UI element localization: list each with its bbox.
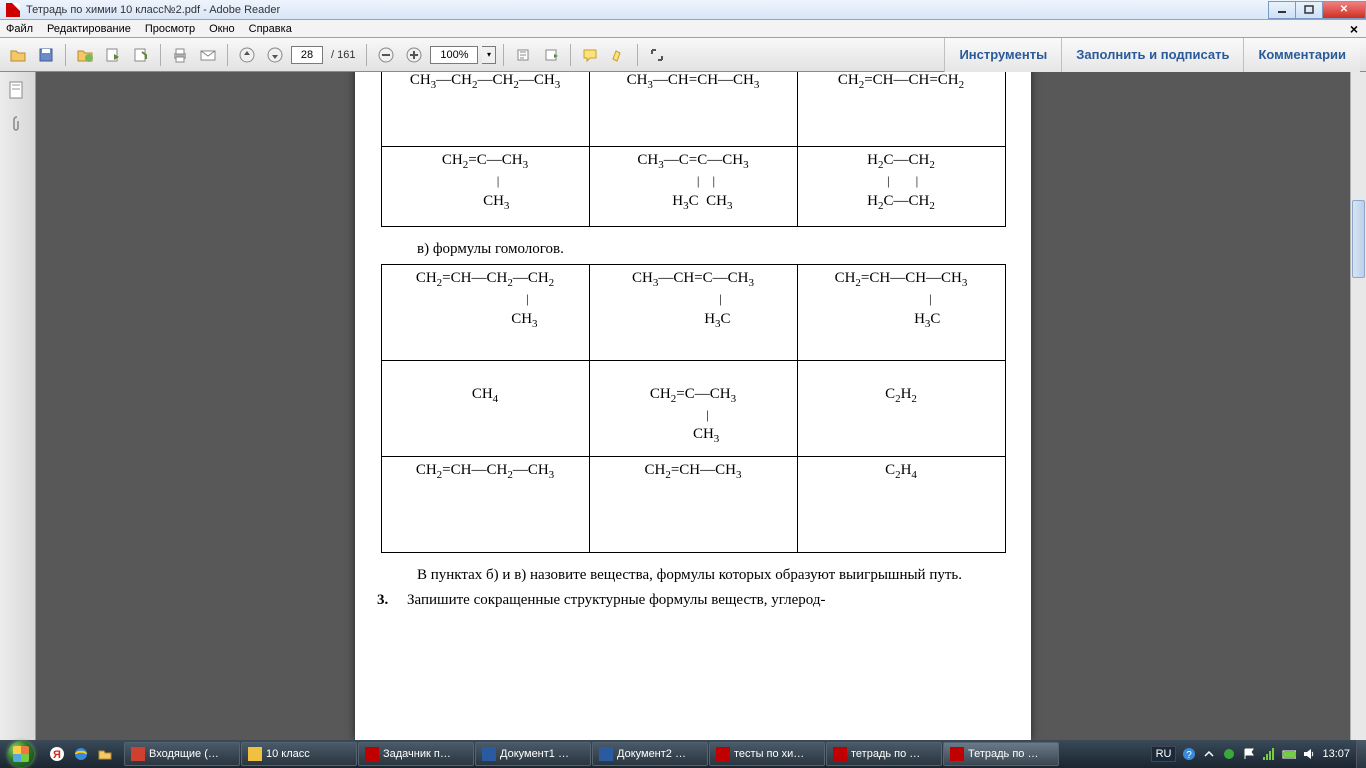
panel-tools-button[interactable]: Инструменты: [944, 38, 1061, 72]
taskbar-app-button[interactable]: Документ1 …: [475, 742, 591, 766]
table-cell: C2H2: [797, 361, 1005, 457]
table-cell: CH2=CH—CH=CH2: [797, 72, 1005, 147]
window-titlebar: Тетрадь по химии 10 класс№2.pdf - Adobe …: [0, 0, 1366, 20]
chem-table-2: CH2=CH—CH2—CH2 | CH3 CH3—CH=C—CH3 | H3C …: [381, 264, 1006, 553]
item-text: Запишите сокращенные структурные формулы…: [407, 592, 825, 609]
table-cell: CH3—CH=CH—CH3: [589, 72, 797, 147]
table-cell: CH2=CH—CH2—CH3: [381, 457, 589, 553]
table-cell: CH2=C—CH3 | CH3: [589, 361, 797, 457]
taskbar-app-button[interactable]: тетрадь по …: [826, 742, 942, 766]
document-close-button[interactable]: ×: [1350, 21, 1358, 37]
menu-help[interactable]: Справка: [249, 23, 292, 35]
table-cell: CH2=C—CH3 | CH3: [381, 147, 589, 227]
table-cell: C2H4: [797, 457, 1005, 553]
list-item-3: 3. Запишите сокращенные структурные форм…: [377, 592, 1017, 609]
email-button[interactable]: [196, 43, 220, 67]
taskbar: Я Входящие (…10 классЗадачник п…Документ…: [0, 740, 1366, 768]
tool-hand-button[interactable]: [511, 43, 535, 67]
page-down-button[interactable]: [263, 43, 287, 67]
save-cloud-button[interactable]: [73, 43, 97, 67]
quicklaunch-explorer[interactable]: [94, 743, 116, 765]
tray-shield-icon[interactable]: [1222, 747, 1236, 761]
chem-table-1: CH3—CH2—CH2—CH3 CH3—CH=CH—CH3 CH2=CH—CH=…: [381, 72, 1006, 227]
zoom-out-button[interactable]: [374, 43, 398, 67]
svg-text:?: ?: [1187, 750, 1193, 761]
language-indicator[interactable]: RU: [1151, 746, 1177, 762]
fullscreen-button[interactable]: [645, 43, 669, 67]
flag-icon[interactable]: [1242, 747, 1256, 761]
table-cell: CH2=CH—CH3: [589, 457, 797, 553]
window-maximize-button[interactable]: [1295, 1, 1323, 19]
share-button[interactable]: [129, 43, 153, 67]
battery-icon[interactable]: [1282, 747, 1296, 761]
scrollbar-thumb[interactable]: [1352, 200, 1365, 278]
taskbar-app-button[interactable]: Тетрадь по …: [943, 742, 1059, 766]
menu-bar: Файл Редактирование Просмотр Окно Справк…: [0, 20, 1366, 38]
table-cell: CH3—CH=C—CH3 | H3C: [589, 265, 797, 361]
thumbnails-button[interactable]: [7, 80, 29, 102]
table-cell: CH3—C=C—CH3 | | H3C CH3: [589, 147, 797, 227]
zoom-level[interactable]: 100%: [430, 46, 478, 64]
tray-chevron-icon[interactable]: [1202, 747, 1216, 761]
help-icon[interactable]: ?: [1182, 747, 1196, 761]
menu-edit[interactable]: Редактирование: [47, 23, 131, 35]
table-cell: CH2=CH—CH—CH3 | H3C: [797, 265, 1005, 361]
window-minimize-button[interactable]: [1268, 1, 1296, 19]
tool-select-button[interactable]: [539, 43, 563, 67]
network-icon[interactable]: [1262, 747, 1276, 761]
export-button[interactable]: [101, 43, 125, 67]
system-tray: RU ? 13:07: [1145, 746, 1356, 762]
svg-text:Я: Я: [53, 749, 61, 761]
menu-file[interactable]: Файл: [6, 23, 33, 35]
item-number: 3.: [377, 592, 407, 609]
pdf-page: CH3—CH2—CH2—CH3 CH3—CH=CH—CH3 CH2=CH—CH=…: [355, 72, 1031, 740]
app-icon: [6, 3, 20, 17]
navigation-sidebar: [0, 72, 36, 740]
paragraph-b: В пунктах б) и в) назовите вещества, фор…: [417, 567, 1017, 584]
panel-comments-button[interactable]: Комментарии: [1243, 38, 1360, 72]
taskbar-app-button[interactable]: Входящие (…: [124, 742, 240, 766]
vertical-scrollbar[interactable]: [1350, 72, 1366, 740]
menu-view[interactable]: Просмотр: [145, 23, 195, 35]
page-number-input[interactable]: [291, 46, 323, 64]
menu-window[interactable]: Окно: [209, 23, 235, 35]
volume-icon[interactable]: [1302, 747, 1316, 761]
toolbar: / 161 100%▾ Инструменты Заполнить и подп…: [0, 38, 1366, 72]
page-up-button[interactable]: [235, 43, 259, 67]
print-button[interactable]: [168, 43, 192, 67]
save-button[interactable]: [34, 43, 58, 67]
taskbar-app-button[interactable]: тесты по хи…: [709, 742, 825, 766]
panel-sign-button[interactable]: Заполнить и подписать: [1061, 38, 1243, 72]
taskbar-app-button[interactable]: Документ2 …: [592, 742, 708, 766]
show-desktop-button[interactable]: [1356, 740, 1366, 768]
highlight-button[interactable]: [606, 43, 630, 67]
document-viewport[interactable]: CH3—CH2—CH2—CH3 CH3—CH=CH—CH3 CH2=CH—CH=…: [36, 72, 1350, 740]
caption-v: в) формулы гомологов.: [417, 241, 1017, 258]
window-close-button[interactable]: ✕: [1322, 1, 1366, 19]
start-button[interactable]: [0, 740, 42, 768]
quicklaunch-yandex[interactable]: Я: [46, 743, 68, 765]
window-title: Тетрадь по химии 10 класс№2.pdf - Adobe …: [26, 4, 1269, 16]
taskbar-app-button[interactable]: Задачник п…: [358, 742, 474, 766]
comment-button[interactable]: [578, 43, 602, 67]
table-cell: H2C—CH2 | |H2C—CH2: [797, 147, 1005, 227]
table-cell: CH3—CH2—CH2—CH3: [381, 72, 589, 147]
page-total-label: / 161: [331, 49, 355, 61]
zoom-in-button[interactable]: [402, 43, 426, 67]
clock[interactable]: 13:07: [1322, 748, 1350, 760]
attachments-button[interactable]: [7, 114, 29, 136]
zoom-dropdown[interactable]: ▾: [482, 46, 496, 64]
open-button[interactable]: [6, 43, 30, 67]
table-cell: CH4: [381, 361, 589, 457]
quicklaunch-ie[interactable]: [70, 743, 92, 765]
table-cell: CH2=CH—CH2—CH2 | CH3: [381, 265, 589, 361]
taskbar-app-button[interactable]: 10 класс: [241, 742, 357, 766]
